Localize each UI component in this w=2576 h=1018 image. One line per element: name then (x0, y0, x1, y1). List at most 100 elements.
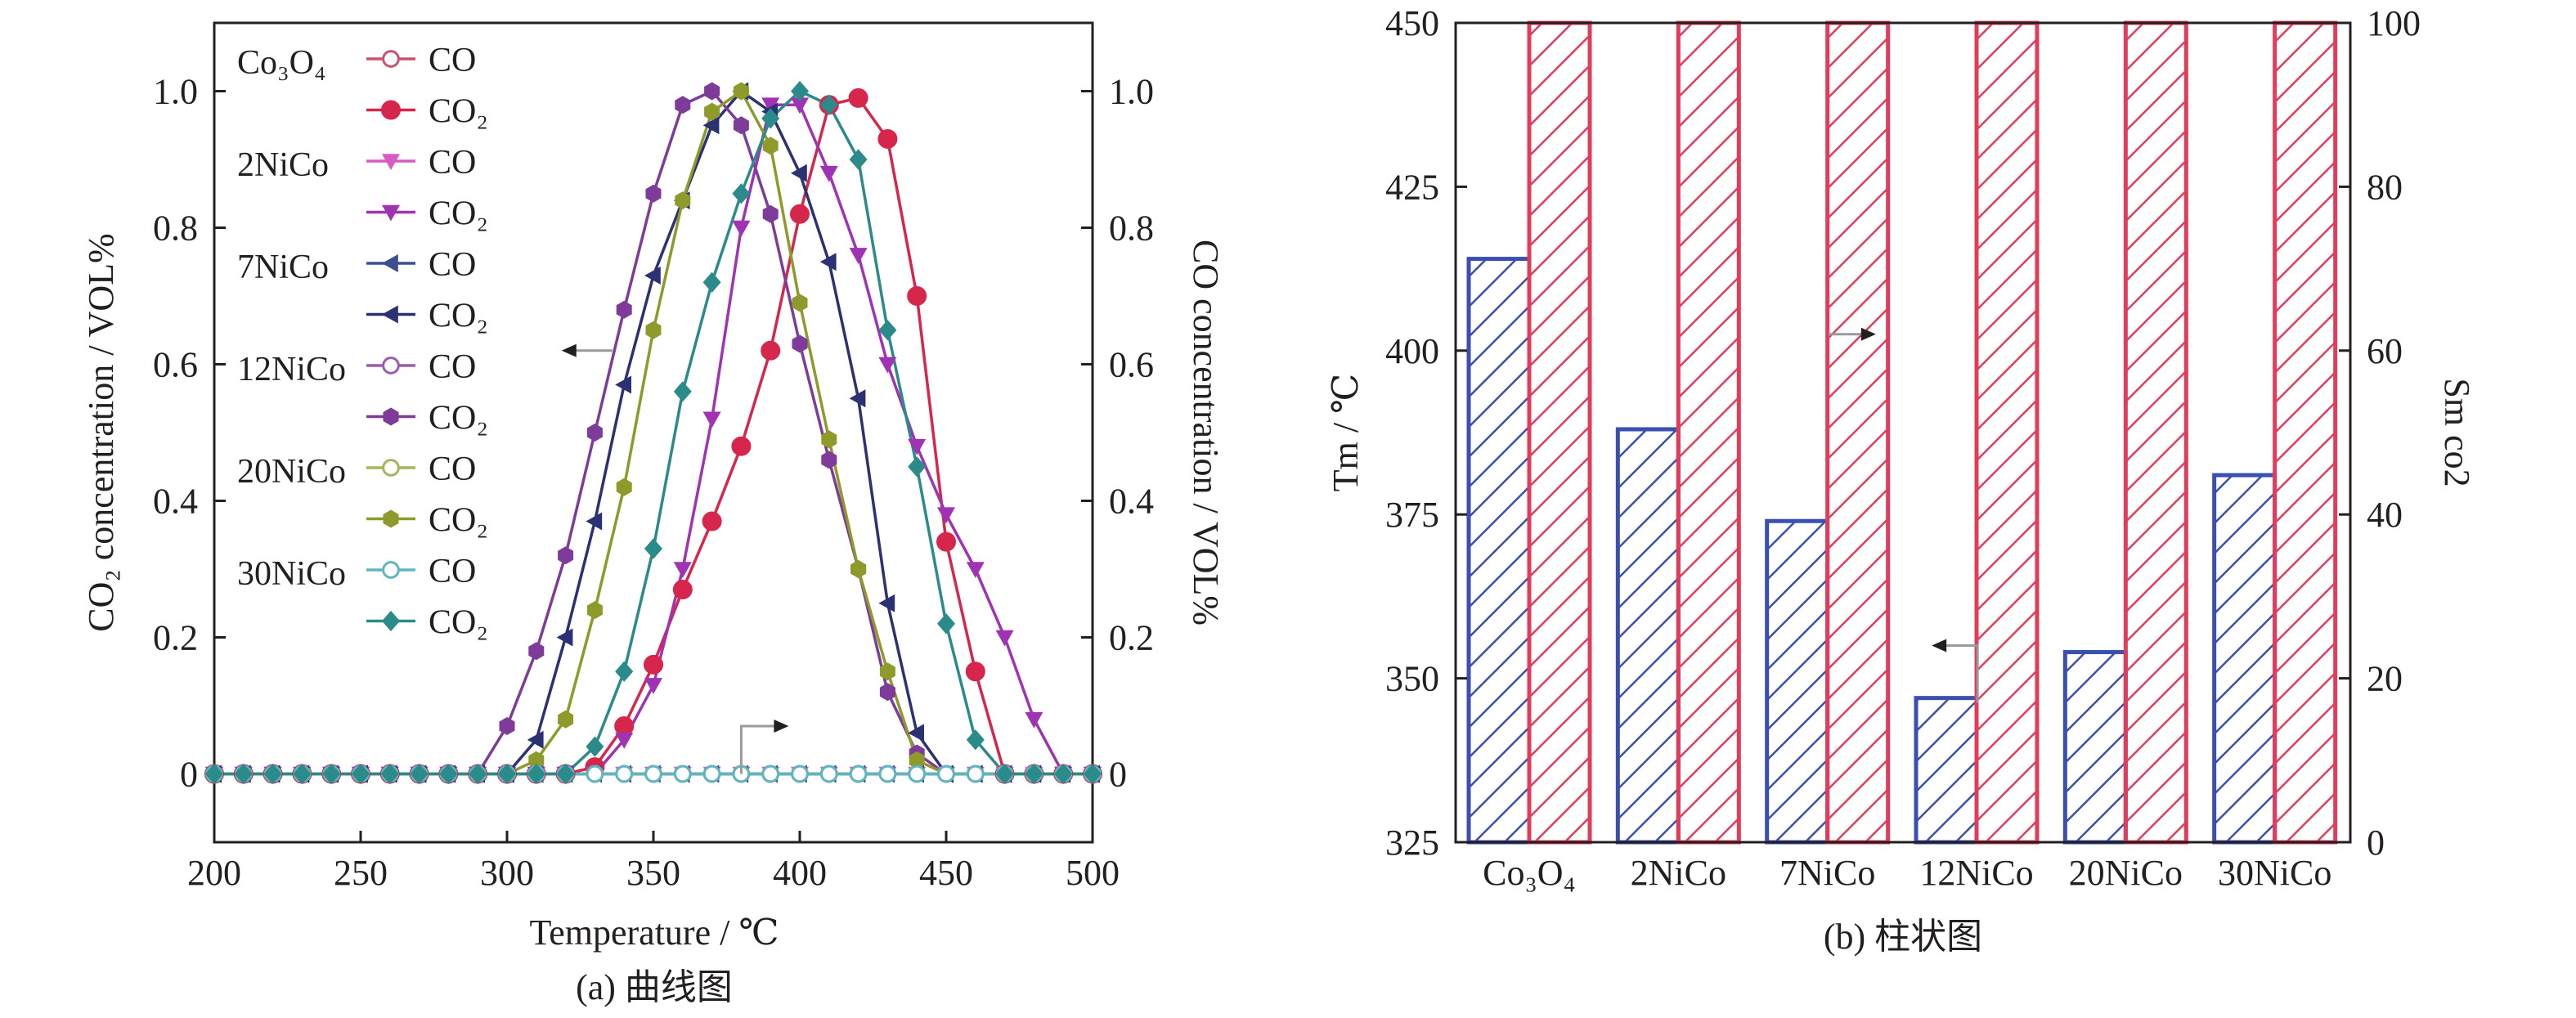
y-tick-label: 0.8 (153, 209, 198, 249)
figure-caption-b: (b) 柱状图 (1824, 917, 1982, 957)
data-point (878, 320, 897, 341)
y-tick-label: 0.6 (153, 345, 198, 385)
x-category-label: Co₃O₄ (1483, 853, 1576, 893)
data-point (675, 96, 691, 114)
data-point (966, 562, 985, 578)
legend-group-label: 30NiCo (237, 555, 346, 593)
data-point (498, 763, 516, 785)
x-tick-label: 250 (334, 853, 388, 893)
y-axis-label: CO₂ concentration / VOL% (81, 233, 121, 631)
data-point (528, 751, 545, 769)
legend-entry-label: CO (429, 451, 476, 488)
y2-tick-label: 0 (2367, 823, 2385, 863)
data-point (644, 266, 661, 285)
data-point (966, 729, 985, 751)
x-axis-label: Temperature / ℃ (529, 913, 779, 953)
x-category-label: 2NiCo (1631, 853, 1726, 893)
data-point (821, 451, 837, 469)
data-point (733, 116, 749, 135)
legend-entry-label: CO₂ (429, 502, 488, 540)
data-point (732, 183, 751, 204)
data-point (293, 763, 312, 785)
data-point (383, 407, 399, 426)
data-point (1054, 763, 1073, 785)
bar-tm (1466, 257, 1532, 845)
data-point (937, 765, 955, 783)
legend-group-label: 12NiCo (237, 351, 346, 388)
data-point (527, 763, 545, 785)
data-point (877, 128, 898, 149)
data-point (762, 204, 779, 223)
y2-tick-label: 0 (1109, 755, 1127, 795)
data-point (615, 375, 631, 394)
annotation-arrows (561, 343, 789, 774)
data-point (439, 763, 458, 785)
data-point (849, 765, 868, 783)
data-point (733, 82, 749, 101)
data-point (792, 334, 808, 353)
data-point (702, 116, 720, 135)
data-point (908, 456, 927, 478)
y2-tick-label: 1.0 (1109, 72, 1154, 112)
y-tick-label: 325 (1385, 823, 1439, 863)
x-tick-label: 200 (187, 853, 241, 893)
data-point (792, 294, 808, 312)
data-point (673, 381, 692, 402)
data-point (614, 716, 635, 737)
data-point (791, 164, 807, 182)
y-tick-label: 400 (1385, 331, 1439, 371)
data-point (381, 100, 401, 120)
data-point (937, 613, 955, 635)
data-point (556, 628, 573, 647)
arrowhead (1932, 639, 1947, 653)
data-point (558, 546, 574, 565)
x-tick-label: 400 (773, 853, 827, 893)
data-point (704, 102, 720, 121)
plot-frame (213, 21, 1094, 844)
legend-entry-label: CO₂ (429, 400, 488, 437)
legend-entry-label: CO (429, 553, 476, 590)
data-point (732, 220, 751, 237)
data-point (586, 765, 604, 783)
y2-tick-label: 20 (2367, 659, 2403, 699)
data-point (878, 357, 897, 374)
arrow-shaft (1943, 644, 1979, 703)
data-point (908, 438, 927, 455)
data-point (205, 763, 223, 785)
x-category-label: 7NiCo (1779, 853, 1875, 893)
data-point (1084, 763, 1102, 785)
data-point (616, 478, 632, 496)
data-point (382, 610, 400, 632)
legend-group-label: 7NiCo (237, 249, 329, 286)
data-point (383, 509, 399, 528)
legend-entry-label: CO (429, 348, 476, 386)
legend-entry-label: CO₂ (429, 93, 488, 131)
data-point (819, 165, 838, 182)
y2-tick-label: 40 (2367, 495, 2403, 535)
y-tick-label: 450 (1385, 3, 1439, 43)
data-point (644, 678, 662, 694)
data-point (469, 763, 487, 785)
data-point (263, 763, 282, 785)
x-tick-label: 300 (480, 853, 534, 893)
bar-sco2 (1825, 20, 1891, 845)
data-point (850, 560, 867, 578)
bar-tm (1914, 696, 1979, 845)
data-point (849, 248, 868, 264)
data-point (615, 732, 634, 749)
x-tick-label: 450 (919, 853, 973, 893)
data-point (849, 389, 866, 408)
y2-tick-label: 60 (2367, 331, 2403, 371)
y2-tick-label: 0.6 (1109, 345, 1154, 385)
data-point (1025, 711, 1043, 729)
data-point (790, 204, 810, 224)
bar-tm (1765, 518, 1830, 845)
data-point (234, 763, 253, 785)
data-point (878, 594, 895, 612)
data-point (908, 724, 924, 742)
series-points (204, 80, 1102, 785)
y2-tick-label: 0.2 (1109, 618, 1154, 658)
data-point (558, 710, 574, 729)
legend-entry-label: CO (429, 42, 476, 79)
data-point (704, 82, 720, 101)
